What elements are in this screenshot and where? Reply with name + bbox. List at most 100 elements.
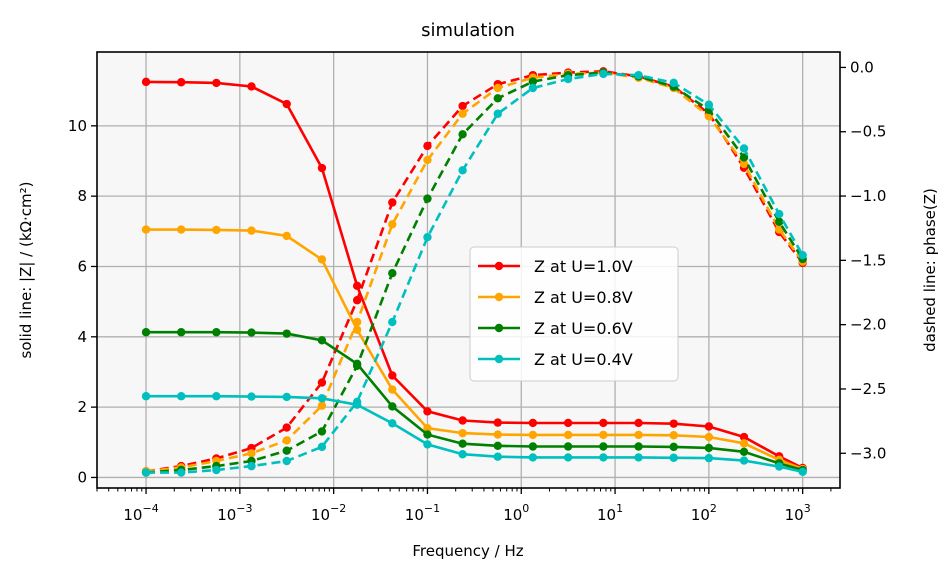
series-3: [141, 68, 807, 477]
plot-area: 10−4 10−3 10−2 10−1 100 101 102 103 0 2 4 6 8 10 0.0 −0…: [68, 51, 886, 524]
magnitude-point: [704, 422, 714, 431]
magnitude-point: [388, 385, 397, 394]
magnitude-point: [317, 255, 327, 264]
magnitude-point: [177, 328, 186, 337]
phase-point: [493, 83, 502, 93]
y-tick-label: 6: [77, 257, 87, 275]
magnitude-point: [247, 328, 256, 337]
x-tick-label: 10−1: [405, 502, 440, 524]
y-tick-label: 4: [77, 328, 87, 346]
phase-line: [145, 71, 804, 474]
y-tick-label: 10: [68, 117, 87, 135]
x-tick-label: 10−4: [123, 502, 158, 524]
magnitude-point: [704, 432, 714, 442]
magnitude-point: [352, 400, 362, 409]
magnitude-point: [388, 402, 397, 411]
magnitude-point: [247, 82, 256, 91]
x-tick-label: 101: [597, 502, 623, 524]
legend-item: Z at U=0.8V: [478, 288, 633, 307]
phase-point: [352, 317, 362, 327]
magnitude-point: [704, 443, 714, 453]
magnitude-point: [669, 453, 678, 462]
magnitude-point: [282, 329, 291, 338]
magnitude-point: [282, 231, 291, 241]
magnitude-point: [528, 453, 538, 462]
magnitude-point: [563, 418, 573, 428]
y2-tick-label: 0.0: [850, 58, 874, 76]
phase-point: [282, 423, 291, 432]
magnitude-point: [352, 359, 362, 369]
phase-point: [388, 317, 397, 327]
phase-point: [599, 69, 608, 79]
magnitude-point: [423, 430, 432, 439]
phase-point: [388, 198, 397, 207]
magnitude-point: [493, 452, 502, 461]
phase-point: [493, 109, 502, 118]
phase-point: [282, 436, 291, 445]
x-tick-label: 10−2: [311, 502, 346, 524]
phase-point: [177, 468, 186, 477]
phase-point: [317, 401, 327, 410]
series-2: [141, 68, 807, 476]
legend-label: Z at U=0.4V: [534, 350, 633, 369]
magnitude-point: [177, 392, 186, 401]
magnitude-point: [669, 419, 678, 428]
phase-point: [739, 159, 749, 169]
magnitude-point: [704, 453, 714, 463]
phase-line: [145, 71, 804, 473]
phase-point: [528, 77, 538, 86]
phase-point: [423, 141, 432, 151]
magnitude-point: [352, 325, 362, 334]
phase-point: [247, 449, 256, 458]
magnitude-point: [458, 439, 467, 448]
magnitude-point: [177, 225, 186, 234]
magnitude-point: [317, 336, 327, 345]
phase-point: [458, 109, 467, 118]
magnitude-point: [141, 328, 151, 337]
magnitude-point: [563, 453, 573, 462]
magnitude-point: [141, 225, 151, 234]
y-axis-label: solid line: |Z| / (kΩ·cm²): [17, 182, 35, 359]
magnitude-point: [669, 431, 678, 440]
y2-tick-label: −3.0: [850, 444, 886, 462]
phase-line: [145, 69, 804, 473]
y2-tick-label: −2.5: [850, 380, 886, 398]
chart-title: simulation: [421, 20, 515, 41]
plot-background: [97, 52, 840, 488]
phase-point: [704, 100, 714, 109]
magnitude-point: [458, 416, 467, 425]
magnitude-point: [247, 226, 256, 235]
magnitude-point: [493, 441, 502, 451]
phase-point: [774, 209, 784, 219]
x-tick-label: 102: [691, 502, 717, 524]
magnitude-point: [528, 418, 538, 428]
phase-point: [458, 130, 467, 139]
magnitude-point: [141, 392, 151, 401]
phase-point: [282, 446, 291, 455]
magnitude-point: [493, 418, 502, 427]
y2-tick-label: −1.0: [850, 187, 886, 205]
magnitude-point: [739, 432, 749, 442]
magnitude-point: [528, 442, 538, 451]
magnitude-point: [634, 442, 643, 451]
legend: Z at U=1.0V Z at U=0.8V Z at U=0.6V Z at U=…: [469, 246, 679, 382]
magnitude-point: [528, 430, 538, 440]
phase-line: [146, 72, 804, 474]
magnitude-point: [599, 430, 608, 440]
magnitude-point: [669, 442, 678, 452]
phase-point: [493, 94, 502, 103]
magnitude-line: [145, 80, 804, 470]
magnitude-point: [739, 439, 749, 448]
magnitude-point: [458, 428, 467, 438]
phase-point: [282, 456, 291, 466]
magnitude-point: [141, 77, 151, 87]
phase-point: [798, 251, 807, 260]
magnitude-point: [282, 392, 291, 402]
magnitude-point: [563, 430, 573, 440]
phase-point: [739, 153, 749, 162]
x-tick-label: 100: [503, 502, 529, 524]
magnitude-point: [317, 394, 327, 403]
magnitude-point: [739, 456, 749, 465]
magnitude-point: [212, 392, 221, 401]
y2-tick-label: −2.0: [850, 316, 886, 334]
